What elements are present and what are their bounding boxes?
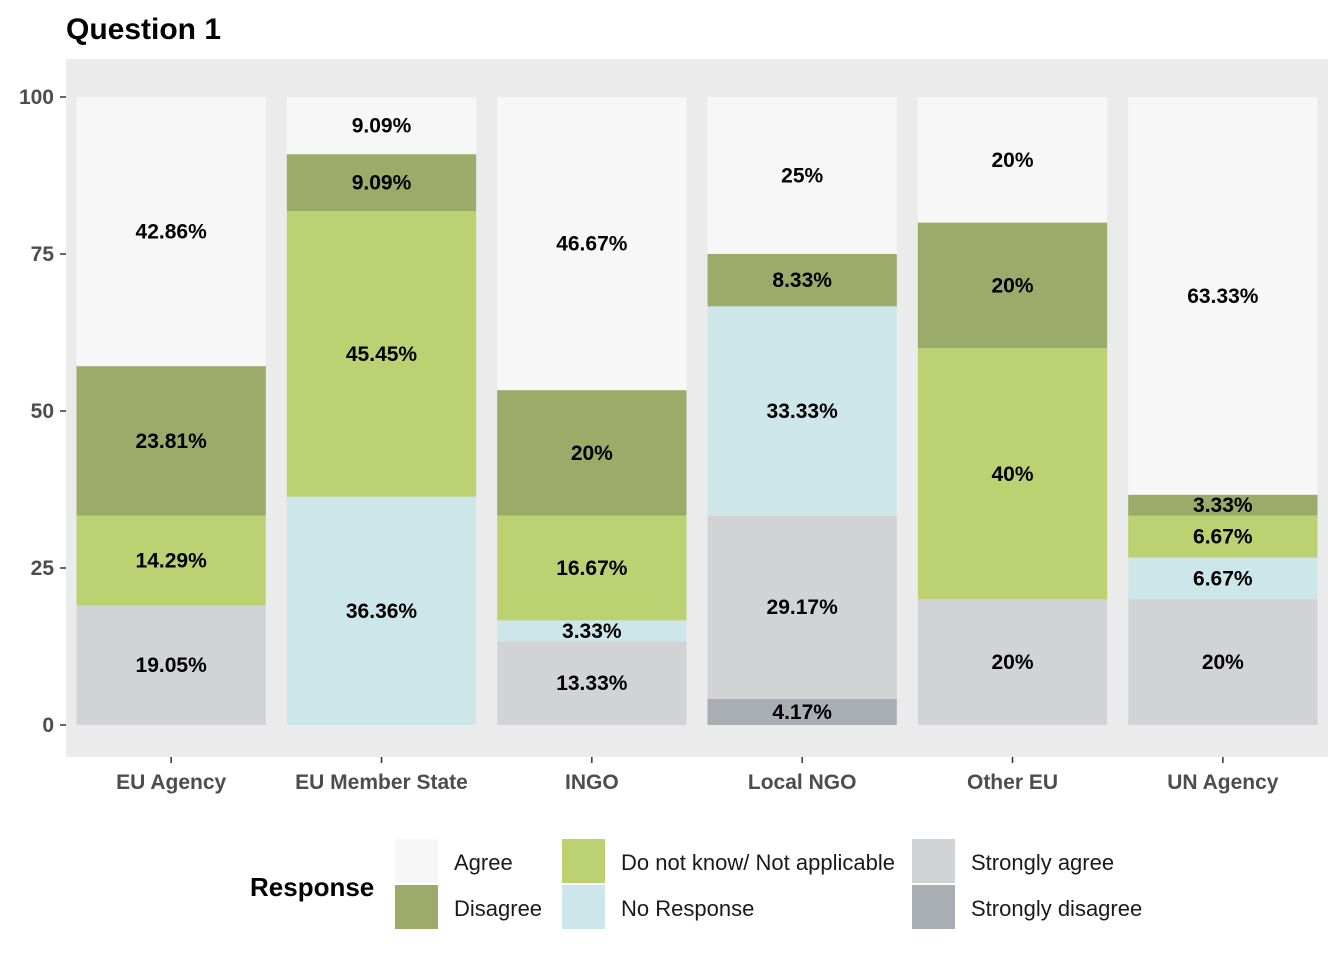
legend-label-agree: Agree bbox=[454, 850, 513, 875]
data-label-other-eu-agree: 20% bbox=[991, 149, 1033, 172]
bar-segment-eu-member-state-agree bbox=[286, 97, 477, 155]
bar-segment-ingo-do-not-know-not-applicable bbox=[497, 515, 687, 621]
legend-label-do-not-know-not-applicable: Do not know/ Not applicable bbox=[621, 850, 895, 875]
y-tick-label-50: 50 bbox=[31, 400, 54, 423]
legend-key-strongly-agree bbox=[912, 839, 955, 883]
bar-segment-local-ngo-no-response bbox=[707, 306, 897, 516]
bar-segment-eu-agency-do-not-know-not-applicable bbox=[76, 515, 266, 606]
legend-label-strongly-disagree: Strongly disagree bbox=[971, 896, 1142, 921]
x-tick-label-ingo: INGO bbox=[565, 771, 619, 794]
legend-key-do-not-know-not-applicable bbox=[562, 839, 605, 883]
bar-segment-local-ngo-disagree bbox=[707, 254, 897, 307]
y-tick-label-0: 0 bbox=[42, 714, 54, 737]
bar-labels-layer: 19.05% 14.29% 23.81% 42.86% 36.36% 45.45% 9.09… bbox=[136, 115, 1259, 724]
bar-segment-eu-member-state-do-not-know-not-applicable bbox=[286, 211, 477, 497]
bar-segment-local-ngo-agree bbox=[707, 97, 897, 254]
data-label-other-eu-strongly-agree: 20% bbox=[991, 651, 1033, 674]
data-label-ingo-strongly-agree: 13.33% bbox=[556, 672, 628, 695]
legend-label-disagree: Disagree bbox=[454, 896, 542, 921]
bar-segment-other-eu-strongly-agree bbox=[917, 599, 1108, 725]
y-tick-label-25: 25 bbox=[31, 557, 55, 580]
data-label-other-eu-do-not-know-not-applicable: 40% bbox=[991, 463, 1033, 486]
data-label-local-ngo-strongly-disagree: 4.17% bbox=[772, 701, 832, 724]
data-label-eu-member-state-no-response: 36.36% bbox=[346, 600, 418, 623]
bar-segment-un-agency-strongly-agree bbox=[1128, 599, 1318, 725]
data-label-un-agency-do-not-know-not-applicable: 6.67% bbox=[1193, 526, 1253, 549]
data-label-local-ngo-no-response: 33.33% bbox=[767, 400, 839, 423]
bar-segment-eu-agency-agree bbox=[76, 96, 266, 367]
bar-segment-eu-member-state-disagree bbox=[286, 154, 477, 212]
data-label-eu-agency-do-not-know-not-applicable: 14.29% bbox=[136, 549, 208, 572]
bar-segment-local-ngo-strongly-disagree bbox=[707, 698, 897, 725]
data-label-un-agency-strongly-agree: 20% bbox=[1202, 651, 1244, 674]
bar-segment-other-eu-do-not-know-not-applicable bbox=[917, 348, 1108, 600]
bar-segment-ingo-disagree bbox=[497, 390, 687, 516]
bar-segment-un-agency-no-response bbox=[1128, 557, 1318, 600]
bar-segment-un-agency-agree bbox=[1128, 97, 1318, 495]
data-label-ingo-no-response: 3.33% bbox=[562, 620, 622, 643]
bar-segment-local-ngo-strongly-agree bbox=[707, 515, 897, 699]
x-tick-label-un-agency: UN Agency bbox=[1167, 771, 1279, 794]
bar-segment-eu-agency-disagree bbox=[76, 366, 266, 516]
data-label-eu-member-state-do-not-know-not-applicable: 45.45% bbox=[346, 343, 418, 366]
legend: Response Agree Disagree Do not know/ Not a… bbox=[250, 839, 1142, 929]
bar-segment-un-agency-disagree bbox=[1128, 494, 1318, 516]
data-label-un-agency-disagree: 3.33% bbox=[1193, 494, 1253, 517]
bar-segment-other-eu-agree bbox=[917, 97, 1108, 223]
data-label-eu-member-state-disagree: 9.09% bbox=[352, 172, 412, 195]
legend-key-strongly-disagree bbox=[912, 885, 955, 929]
y-tick-label-75: 75 bbox=[31, 243, 55, 266]
chart-title: Question 1 bbox=[66, 13, 221, 46]
y-axis: 0 25 50 75 100 bbox=[19, 86, 66, 737]
legend-title: Response bbox=[250, 872, 374, 902]
plot-panel bbox=[66, 59, 1328, 757]
data-label-eu-agency-strongly-agree: 19.05% bbox=[136, 654, 208, 677]
data-label-ingo-agree: 46.67% bbox=[556, 233, 628, 256]
data-label-other-eu-disagree: 20% bbox=[991, 274, 1033, 297]
data-label-un-agency-agree: 63.33% bbox=[1187, 285, 1259, 308]
legend-label-strongly-agree: Strongly agree bbox=[971, 850, 1114, 875]
bar-segment-eu-member-state-no-response bbox=[286, 496, 477, 725]
data-label-eu-agency-agree: 42.86% bbox=[136, 221, 208, 244]
bar-segment-ingo-agree bbox=[497, 97, 687, 391]
data-label-eu-agency-disagree: 23.81% bbox=[136, 430, 208, 453]
legend-key-no-response bbox=[562, 885, 605, 929]
data-label-local-ngo-agree: 25% bbox=[781, 165, 823, 188]
bar-segment-eu-agency-strongly-agree bbox=[76, 605, 266, 725]
data-label-un-agency-no-response: 6.67% bbox=[1193, 567, 1253, 590]
data-label-ingo-disagree: 20% bbox=[571, 442, 613, 465]
bar-segment-other-eu-disagree bbox=[917, 222, 1108, 349]
x-axis: EU Agency EU Member State INGO Local NGO Oth… bbox=[116, 757, 1279, 794]
data-label-local-ngo-strongly-agree: 29.17% bbox=[767, 596, 839, 619]
legend-label-no-response: No Response bbox=[621, 896, 754, 921]
x-tick-label-eu-member-state: EU Member State bbox=[295, 771, 468, 794]
x-tick-label-local-ngo: Local NGO bbox=[748, 771, 857, 794]
bar-segment-un-agency-do-not-know-not-applicable bbox=[1128, 515, 1318, 558]
data-label-ingo-do-not-know-not-applicable: 16.67% bbox=[556, 557, 628, 580]
bars-layer bbox=[76, 96, 1318, 725]
bar-segment-ingo-no-response bbox=[497, 620, 687, 642]
x-tick-label-eu-agency: EU Agency bbox=[116, 771, 226, 794]
x-tick-label-other-eu: Other EU bbox=[967, 771, 1058, 794]
data-label-local-ngo-disagree: 8.33% bbox=[772, 269, 832, 292]
data-label-eu-member-state-agree: 9.09% bbox=[352, 115, 412, 138]
y-tick-label-100: 100 bbox=[19, 86, 54, 109]
legend-key-disagree bbox=[395, 885, 438, 929]
bar-segment-ingo-strongly-agree bbox=[497, 641, 687, 725]
legend-key-agree bbox=[395, 839, 438, 883]
